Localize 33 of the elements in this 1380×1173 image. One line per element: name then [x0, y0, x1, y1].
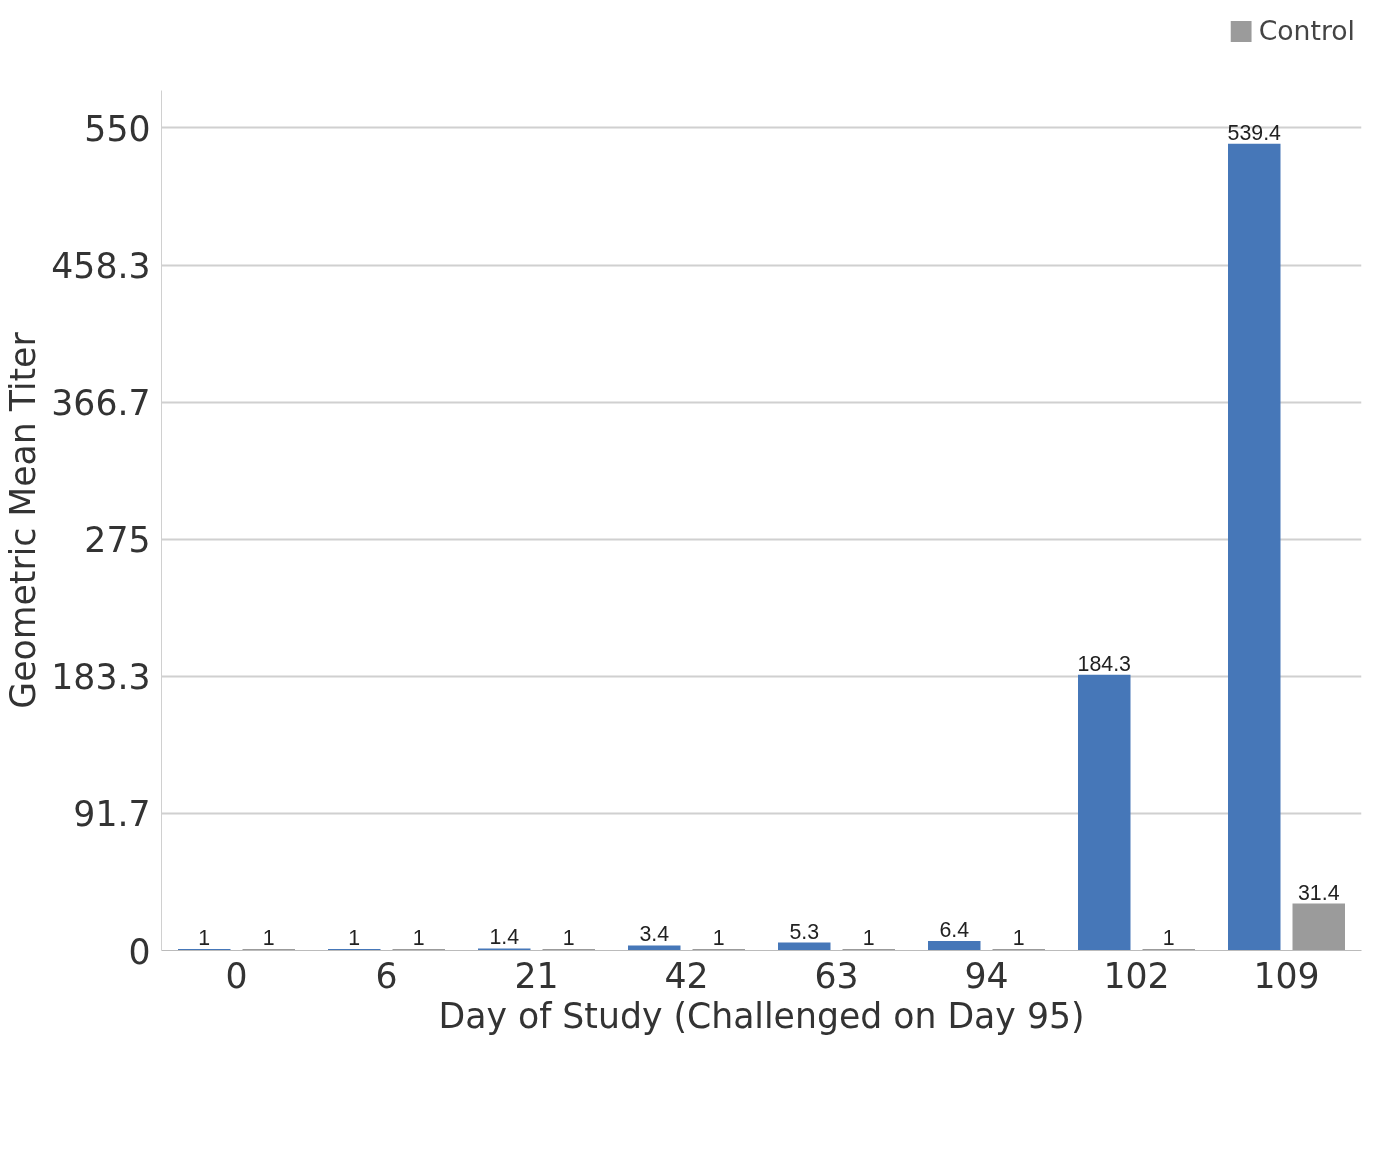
data-label: 5.3: [789, 919, 820, 944]
x-axis-title: Day of Study (Challenged on Day 95): [438, 995, 1085, 1036]
data-label: 1: [562, 926, 575, 950]
y-axis-title: Geometric Mean Titer: [3, 331, 44, 709]
x-tick-label: 0: [225, 955, 248, 996]
data-label: 1: [712, 926, 725, 950]
x-tick-label: 63: [814, 955, 859, 996]
x-tick-label: 109: [1253, 955, 1320, 996]
data-label: 3.4: [639, 922, 670, 947]
data-label: 1: [862, 926, 875, 950]
data-label: 1: [198, 926, 211, 950]
x-tick-label: 42: [664, 955, 709, 996]
data-label: 31.4: [1297, 880, 1340, 905]
x-tick-label: 21: [514, 955, 559, 996]
y-tick-label: 275: [84, 520, 151, 561]
x-tick-label: 6: [375, 955, 398, 996]
legend-label: Control: [1258, 15, 1355, 46]
data-label: 184.3: [1077, 651, 1131, 676]
data-label: 1: [1012, 926, 1025, 950]
data-label: 1.4: [489, 925, 520, 950]
y-tick-label: 366.7: [51, 383, 151, 424]
data-label: 1: [262, 926, 275, 950]
data-label: 6.4: [939, 917, 970, 942]
data-label: 1: [348, 926, 361, 950]
y-tick-label: 458.3: [51, 246, 151, 287]
y-tick-label: 91.7: [73, 794, 151, 835]
x-tick-label: 102: [1103, 955, 1170, 996]
data-label: 1: [1162, 926, 1175, 950]
data-label: 539.4: [1227, 120, 1282, 145]
y-tick-label: 183.3: [51, 657, 151, 698]
data-label: 1: [412, 926, 425, 950]
x-tick-label: 94: [964, 955, 1009, 996]
y-tick-label: 550: [84, 108, 151, 149]
